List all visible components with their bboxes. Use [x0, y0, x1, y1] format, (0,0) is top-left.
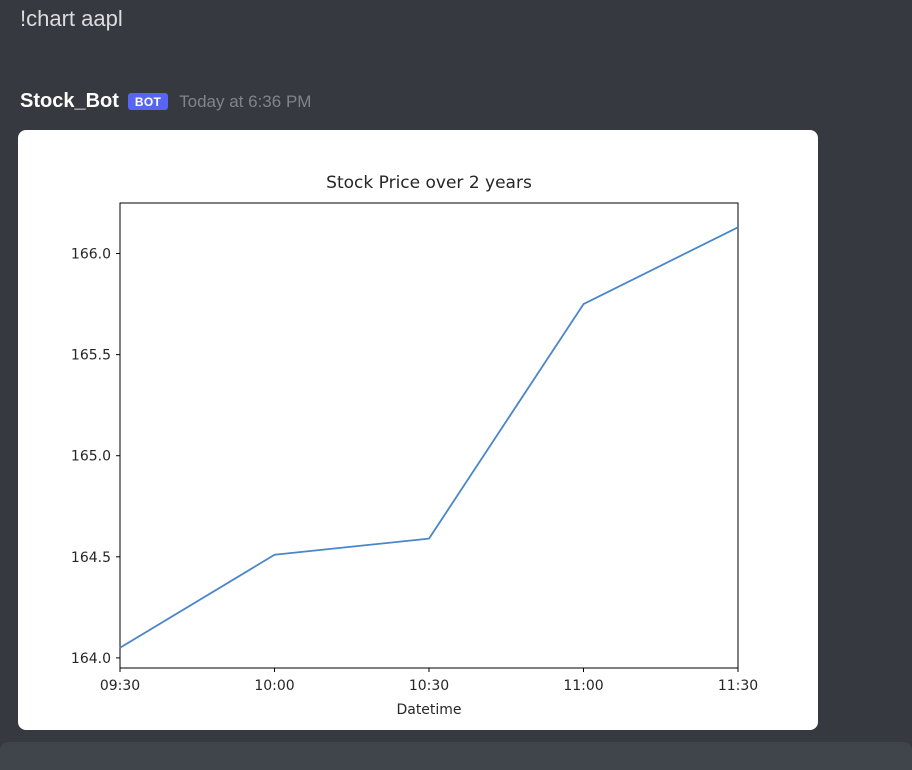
svg-text:09:30: 09:30	[100, 678, 140, 694]
chart-image-attachment[interactable]: Stock Price over 2 years 164.0 164.5 165.0 1…	[18, 130, 818, 730]
svg-text:164.0: 164.0	[71, 651, 111, 667]
svg-text:165.0: 165.0	[71, 449, 111, 465]
svg-text:11:30: 11:30	[718, 678, 758, 694]
svg-text:164.5: 164.5	[71, 550, 111, 566]
svg-text:165.5: 165.5	[71, 348, 111, 364]
stock-price-chart: Stock Price over 2 years 164.0 164.5 165.0 1…	[71, 173, 758, 718]
command-text: !chart aapl	[20, 6, 123, 31]
bot-username[interactable]: Stock_Bot	[20, 90, 119, 112]
svg-text:10:00: 10:00	[254, 678, 294, 694]
svg-text:11:00: 11:00	[563, 678, 603, 694]
svg-text:Stock Price over 2 years: Stock Price over 2 years	[326, 173, 532, 193]
svg-text:Datetime: Datetime	[396, 702, 461, 718]
message-input-bar[interactable]	[0, 742, 912, 770]
message-timestamp: Today at 6:36 PM	[179, 91, 312, 111]
user-command-message: !chart aapl	[20, 6, 123, 32]
bot-badge: BOT	[127, 93, 169, 110]
svg-text:10:30: 10:30	[409, 678, 449, 694]
message-header: Stock_Bot BOT Today at 6:36 PM	[20, 90, 311, 113]
svg-text:166.0: 166.0	[71, 247, 111, 263]
